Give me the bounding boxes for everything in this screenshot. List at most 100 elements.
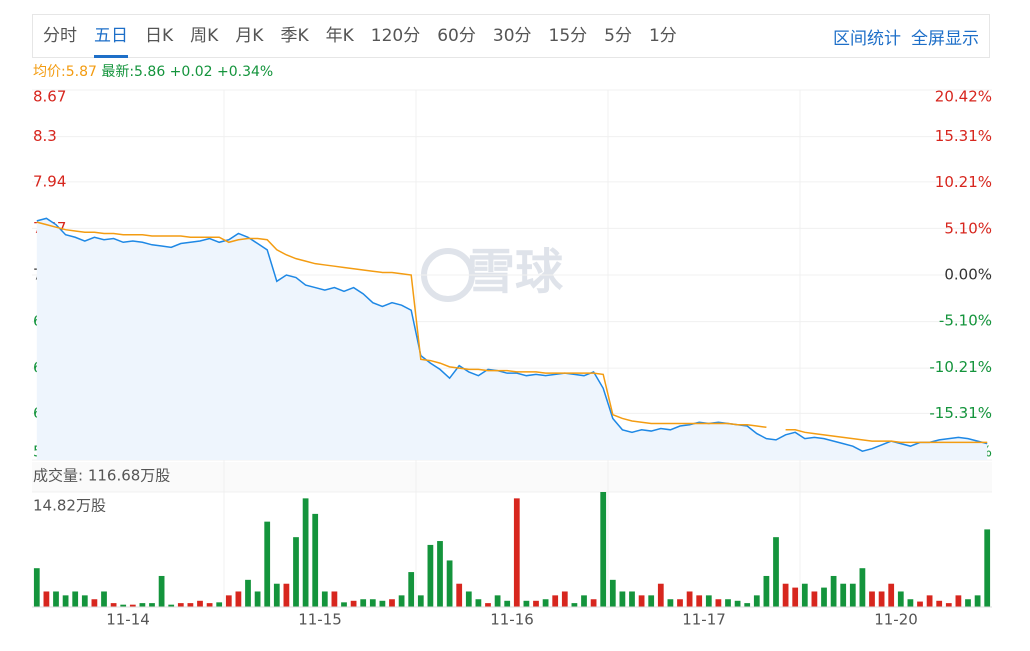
tab-bar: 分时 五日 日K 周K 月K 季K 年K 120分 60分 30分 15分 5分 1分 区间统计 全屏显示 [32, 14, 990, 58]
tab[interactable]: 60分 [437, 26, 476, 46]
tab[interactable]: 季K [280, 26, 309, 46]
quote-info: 均价:5.87 最新:5.86 +0.02 +0.34% [33, 61, 273, 81]
volume-bar [725, 599, 731, 607]
volume-bar [254, 591, 261, 607]
x-tick-label: 11-17 [682, 611, 726, 629]
volume-bar [792, 587, 799, 607]
volume-bar [696, 595, 703, 607]
volume-bar [494, 595, 501, 607]
tab[interactable]: 五日 [94, 14, 128, 58]
volume-bar [897, 591, 904, 607]
volume-bar [677, 599, 683, 607]
volume-bar [629, 591, 635, 607]
tab[interactable]: 月K [235, 26, 264, 46]
volume-bar [81, 595, 88, 607]
volume-bar [581, 595, 587, 607]
average-price: 均价:5.87 [33, 64, 97, 80]
volume-bar [648, 595, 655, 607]
y2-tick-label: 20.42% [935, 88, 992, 106]
volume-bar [197, 600, 203, 607]
line-1 [36, 221, 988, 444]
volume-bar [331, 591, 338, 607]
volume-bar [72, 591, 79, 607]
volume-bar [609, 579, 616, 607]
volume-bar [321, 591, 328, 607]
tab[interactable]: 1分 [648, 26, 677, 46]
volume-bar [542, 599, 549, 607]
volume-title: 成交量: 116.68万股 [33, 467, 170, 485]
x-tick-label: 11-16 [490, 611, 534, 629]
volume-bar [686, 591, 693, 607]
volume-bar [907, 599, 914, 607]
volume-bar [33, 568, 40, 607]
volume-bar [475, 599, 482, 607]
volume-bar [811, 591, 818, 607]
volume-bar [600, 492, 607, 607]
volume-bar [763, 575, 770, 607]
volume-bar [773, 537, 779, 607]
volume-bar [878, 591, 885, 607]
volume-bar [782, 583, 789, 607]
volume-bar [129, 604, 136, 607]
volume-bar [965, 599, 971, 607]
tab[interactable]: 分时 [43, 26, 77, 46]
volume-bar [830, 575, 837, 607]
y2-tick-label: -15.31% [929, 404, 992, 422]
tab[interactable]: 年K [325, 26, 354, 46]
volume-bar [120, 604, 127, 607]
y-tick-label: 8.3 [33, 127, 57, 145]
volume-header-band [32, 462, 992, 492]
volume-bar [561, 591, 568, 607]
tab[interactable]: 120分 [370, 26, 421, 46]
tab[interactable]: 周K [190, 26, 219, 46]
volume-tick-label: 14.82万股 [33, 497, 106, 515]
y2-tick-label: -5.10% [939, 312, 992, 330]
volume-bar [456, 583, 463, 607]
volume-bar [264, 521, 271, 607]
volume-bar [744, 603, 751, 607]
tab[interactable]: 30分 [492, 26, 532, 46]
volume-bar [379, 600, 386, 607]
volume-bar [245, 579, 251, 607]
volume-bar [667, 599, 674, 607]
y2-tick-label: 5.10% [944, 219, 992, 237]
volume-bar [984, 529, 991, 607]
volume-bar [350, 600, 357, 607]
volume-bar [187, 603, 194, 607]
volume-bar [312, 513, 319, 607]
volume-bar [43, 591, 50, 607]
volume-bar [513, 498, 520, 607]
action-button[interactable]: 区间统计 [833, 28, 901, 49]
volume-bar [840, 583, 847, 607]
tab[interactable]: 日K [145, 26, 174, 46]
action-button[interactable]: 全屏显示 [911, 28, 979, 49]
volume-bar [821, 587, 827, 607]
volume-bar [216, 602, 223, 607]
volume-bar [139, 603, 146, 607]
volume-bar [302, 498, 309, 607]
latest-price: 最新:5.86 +0.02 +0.34% [101, 64, 274, 80]
tab[interactable]: 5分 [604, 26, 632, 46]
volume-bar [705, 595, 712, 607]
x-tick-label: 11-20 [874, 611, 918, 629]
volume-bar [273, 583, 280, 607]
watermark: 雪球 [467, 244, 564, 300]
volume-bar [437, 541, 443, 607]
volume-bar [398, 595, 405, 607]
volume-bar [101, 591, 107, 607]
volume-bar [446, 560, 453, 607]
y2-tick-label: 15.31% [935, 127, 992, 145]
volume-bar [753, 595, 760, 607]
volume-bar [149, 603, 155, 607]
y2-tick-label: 10.21% [935, 173, 992, 191]
volume-bar [926, 595, 933, 607]
volume-bar [974, 595, 981, 607]
tab[interactable]: 15分 [548, 26, 588, 46]
volume-bar [523, 600, 530, 607]
volume-bar [53, 591, 59, 607]
volume-bar [62, 595, 69, 607]
volume-bar [657, 583, 664, 607]
volume-bar [485, 603, 491, 607]
